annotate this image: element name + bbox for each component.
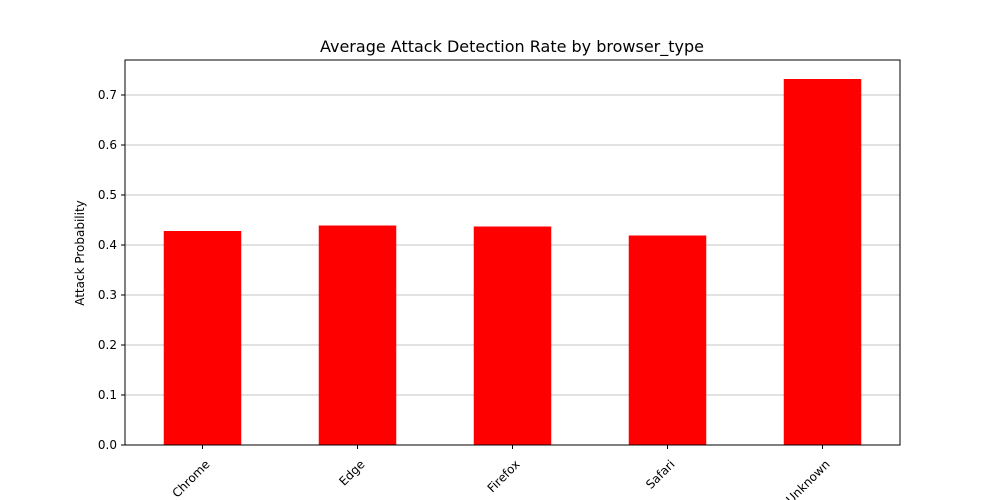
x-tick-label: Safari — [643, 457, 678, 492]
bar-firefox — [473, 226, 552, 445]
y-tick-label: 0.4 — [98, 238, 117, 252]
y-tick-label: 0.0 — [98, 438, 117, 452]
y-tick-label: 0.5 — [98, 188, 117, 202]
chart-title: Average Attack Detection Rate by browser… — [320, 37, 704, 57]
bar-chrome — [163, 231, 242, 445]
y-tick-label: 0.7 — [98, 88, 117, 102]
y-axis-ticks: 0.0 0.1 0.2 0.3 0.4 0.5 0.6 0.7 — [98, 88, 125, 452]
bar-safari — [628, 235, 707, 445]
x-tick-label: Chrome — [169, 457, 212, 500]
y-tick-label: 0.6 — [98, 138, 117, 152]
y-tick-label: 0.1 — [98, 388, 117, 402]
y-axis-label: Attack Probability — [73, 200, 87, 306]
x-tick-label: Firefox — [485, 457, 523, 495]
y-tick-label: 0.2 — [98, 338, 117, 352]
bar-edge — [318, 225, 397, 445]
bar-unknown — [783, 79, 862, 445]
y-tick-label: 0.3 — [98, 288, 117, 302]
bars — [163, 79, 862, 445]
x-tick-label: Unknown — [783, 457, 832, 500]
x-axis-ticks: Chrome Edge Firefox Safari Unknown — [169, 445, 833, 500]
x-tick-label: Edge — [336, 457, 367, 488]
